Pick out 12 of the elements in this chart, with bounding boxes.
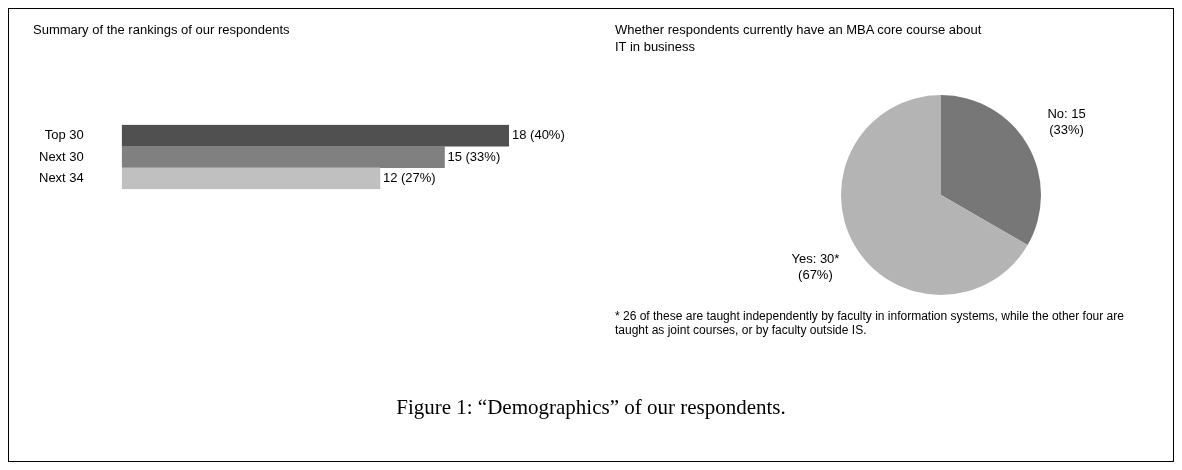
data-label: 12 (27%) <box>382 170 436 186</box>
y-tick-label: Next 30 <box>38 148 84 164</box>
chart-title: Summary of the rankings of our respondents <box>33 21 291 38</box>
y-tick-label: Next 34 <box>38 170 84 186</box>
data-label: 18 (40%) <box>512 127 565 143</box>
slice-label: No: 15 (33%) <box>1047 106 1086 138</box>
text: * 26 of these are taught independently by faculty in information systems, while the other four are taught as joint courses, or by faculty outside IS. <box>615 309 1125 337</box>
caption: Figure 1: “Demographics” of our respondents. <box>395 395 787 420</box>
slice-label: Yes: 30* (67%) <box>791 251 840 283</box>
y-tick-label: Top 30 <box>44 127 84 143</box>
data-label: 15 (33%) <box>447 148 501 164</box>
chart-title: Whether respondents currently have an MBA core course about IT in business <box>615 21 983 55</box>
